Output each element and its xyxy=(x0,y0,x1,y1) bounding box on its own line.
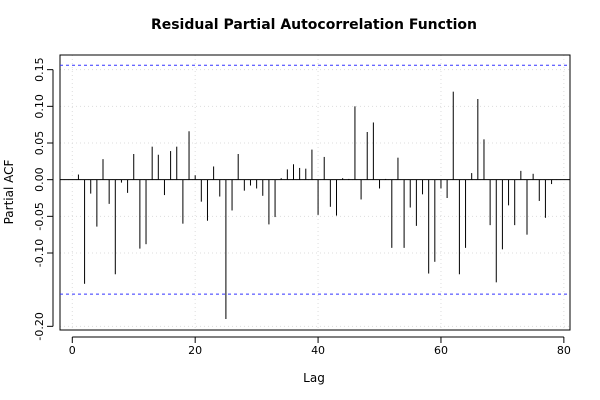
x-tick-label: 80 xyxy=(557,344,571,357)
plot-frame xyxy=(59,54,571,331)
y-tick-label: -0.05 xyxy=(33,202,46,230)
pacf-bars xyxy=(77,91,553,319)
y-tick-label: 0.15 xyxy=(33,57,46,82)
chart-title: Residual Partial Autocorrelation Functio… xyxy=(151,17,477,33)
confidence-bounds xyxy=(60,64,570,295)
y-tick-label: 0.05 xyxy=(33,131,46,156)
y-axis: -0.20 -0.10 -0.05 0.00 0.05 0.10 0.15 xyxy=(33,57,54,341)
y-axis-label: Partial ACF xyxy=(2,160,16,225)
y-tick-label: -0.20 xyxy=(33,312,46,340)
x-axis-label: Lag xyxy=(303,371,325,385)
grid-lines xyxy=(60,55,570,330)
x-tick-label: 0 xyxy=(69,344,76,357)
y-tick-label: -0.10 xyxy=(33,239,46,267)
y-tick-label: 0.00 xyxy=(33,167,46,192)
x-axis: 0 20 40 60 80 xyxy=(69,336,571,357)
y-tick-label: 0.10 xyxy=(33,94,46,119)
x-tick-label: 40 xyxy=(311,344,325,357)
x-tick-label: 60 xyxy=(434,344,448,357)
x-tick-label: 20 xyxy=(188,344,202,357)
